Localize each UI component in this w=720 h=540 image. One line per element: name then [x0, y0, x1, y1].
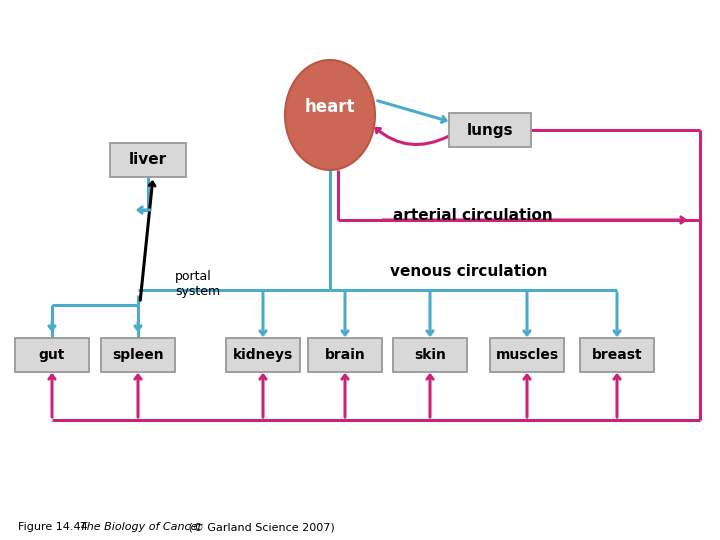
Text: lungs: lungs [467, 123, 513, 138]
Text: brain: brain [325, 348, 365, 362]
Text: breast: breast [592, 348, 642, 362]
FancyBboxPatch shape [449, 113, 531, 147]
FancyBboxPatch shape [308, 338, 382, 372]
Text: spleen: spleen [112, 348, 164, 362]
FancyBboxPatch shape [490, 338, 564, 372]
Text: skin: skin [414, 348, 446, 362]
Text: (© Garland Science 2007): (© Garland Science 2007) [185, 522, 335, 532]
Text: kidneys: kidneys [233, 348, 293, 362]
Ellipse shape [285, 60, 375, 170]
FancyBboxPatch shape [226, 338, 300, 372]
FancyBboxPatch shape [580, 338, 654, 372]
FancyBboxPatch shape [393, 338, 467, 372]
Text: muscles: muscles [495, 348, 559, 362]
Text: venous circulation: venous circulation [390, 265, 547, 280]
FancyBboxPatch shape [110, 143, 186, 177]
Text: The Biology of Cancer: The Biology of Cancer [80, 522, 202, 532]
Text: heart: heart [305, 98, 355, 116]
FancyBboxPatch shape [101, 338, 175, 372]
Text: arterial circulation: arterial circulation [393, 207, 553, 222]
Text: Figure 14.44: Figure 14.44 [18, 522, 95, 532]
Text: liver: liver [129, 152, 167, 167]
Text: gut: gut [39, 348, 66, 362]
FancyBboxPatch shape [15, 338, 89, 372]
Text: portal
system: portal system [175, 270, 220, 298]
